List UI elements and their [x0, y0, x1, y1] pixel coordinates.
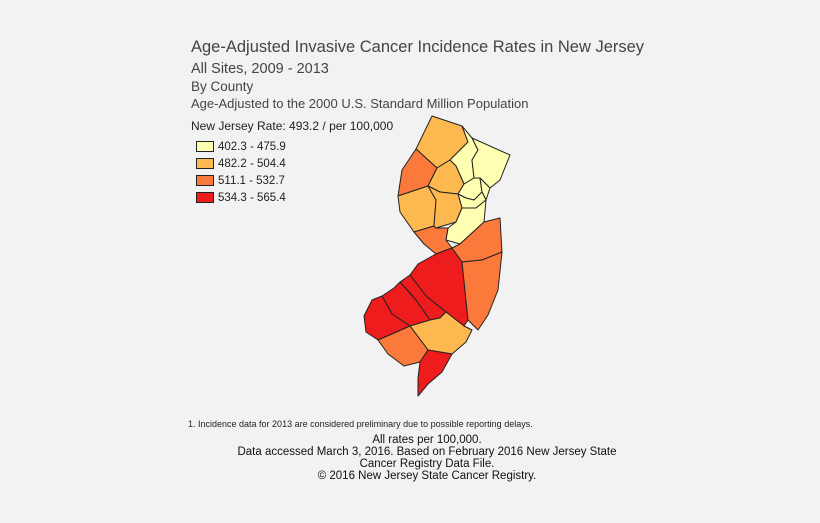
credits-line: Data accessed March 3, 2016. Based on Fe… [237, 446, 617, 458]
county-ocean[interactable] [461, 251, 503, 331]
credits-line: Cancer Registry Data File. [359, 458, 495, 470]
county-cape-may[interactable] [417, 349, 453, 397]
legend-label: 534.3 - 565.4 [218, 191, 286, 204]
state-rate-label: New Jersey Rate: 493.2 / per 100,000 [191, 119, 394, 133]
legend-label: 402.3 - 475.9 [218, 140, 286, 153]
legend-item: 482.2 - 504.4 [196, 155, 286, 172]
map-title: Age-Adjusted Invasive Cancer Incidence R… [191, 38, 645, 56]
legend-label: 482.2 - 504.4 [218, 157, 286, 170]
legend-swatch [196, 175, 214, 186]
credits-line: All rates per 100,000. [372, 434, 482, 446]
legend-label: 511.1 - 532.7 [218, 174, 285, 187]
legend-item: 511.1 - 532.7 [196, 172, 286, 189]
legend-swatch [196, 141, 214, 152]
county-mercer[interactable] [413, 225, 453, 255]
legend-swatch [196, 192, 214, 203]
legend-item: 402.3 - 475.9 [196, 138, 286, 155]
legend-swatch [196, 158, 214, 169]
map-subtitle: All Sites, 2009 - 2013 [191, 61, 329, 77]
credits-line: © 2016 New Jersey State Cancer Registry. [317, 470, 537, 482]
credits: All rates per 100,000. Data accessed Mar… [190, 434, 664, 482]
standard-population-label: Age-Adjusted to the 2000 U.S. Standard M… [191, 96, 529, 111]
geography-label: By County [191, 79, 254, 94]
map-legend: 402.3 - 475.9 482.2 - 504.4 511.1 - 532.… [196, 138, 286, 206]
footnote: 1. Incidence data for 2013 are considere… [188, 419, 533, 429]
legend-item: 534.3 - 565.4 [196, 189, 286, 206]
